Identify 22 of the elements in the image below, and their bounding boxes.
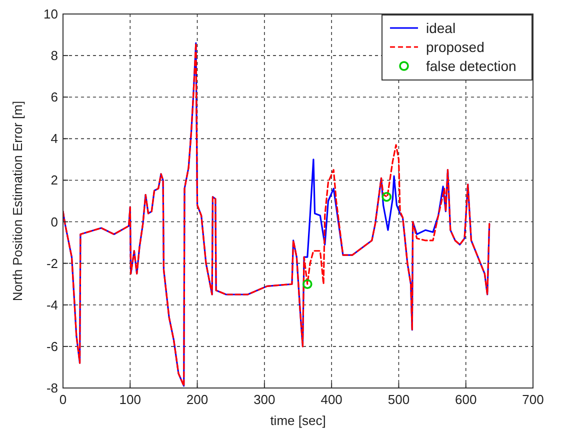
legend-label: ideal (426, 20, 456, 36)
x-tick-label: 300 (254, 392, 276, 407)
x-tick-label: 100 (119, 392, 141, 407)
y-tick-label: -6 (46, 338, 58, 354)
x-tick-label: 200 (186, 392, 208, 407)
y-tick-label: -8 (46, 380, 58, 396)
y-tick-label: 10 (44, 6, 58, 22)
x-tick-label: 600 (455, 392, 477, 407)
legend-label: proposed (426, 39, 484, 55)
y-tick-label: 2 (50, 172, 58, 188)
y-tick-label: 0 (50, 214, 58, 230)
x-tick-label: 500 (388, 392, 410, 407)
x-axis-title: time [sec] (270, 413, 326, 428)
y-tick-label: 8 (50, 48, 58, 64)
y-tick-label: -4 (46, 297, 58, 312)
y-axis-title: North Position Estimation Error [m] (10, 100, 25, 302)
legend-label: false detection (426, 58, 516, 74)
y-tick-label: 4 (50, 131, 58, 146)
y-tick-label: -2 (46, 256, 58, 271)
y-tick-label: 6 (50, 90, 58, 105)
x-tick-label: 700 (522, 392, 544, 407)
x-tick-label: 400 (320, 392, 342, 407)
